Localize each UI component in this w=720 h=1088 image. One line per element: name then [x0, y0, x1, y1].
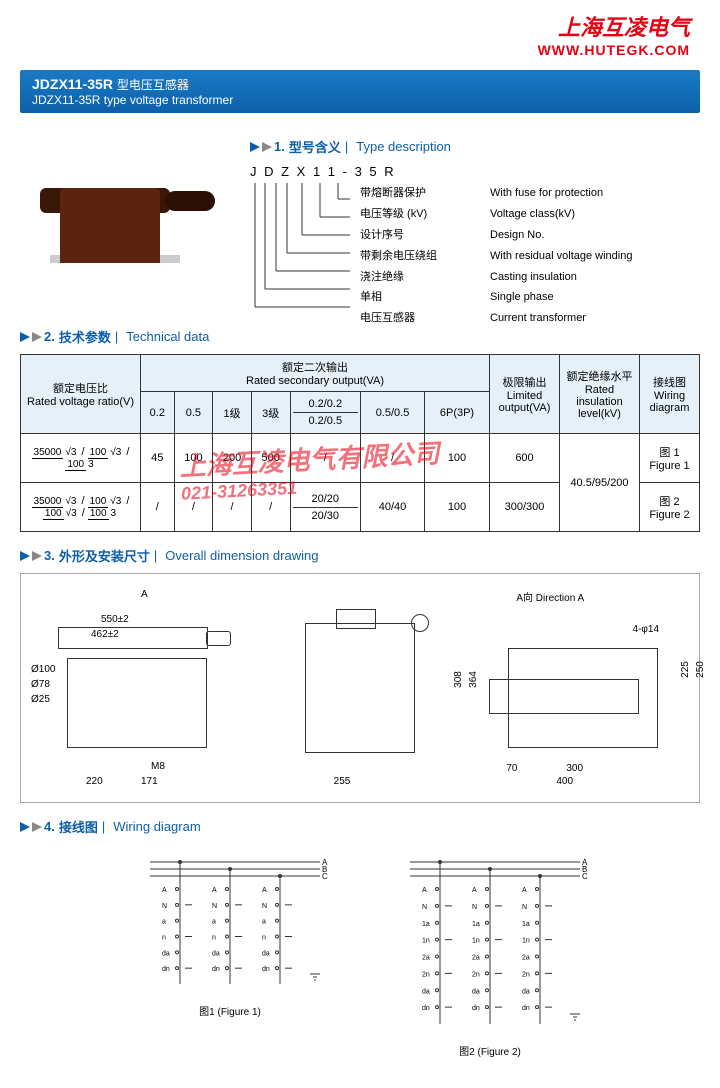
- brand-url: WWW.HUTEGK.COM: [538, 42, 690, 58]
- brand-name: 上海互凌电气: [538, 10, 690, 42]
- svg-text:N: N: [212, 903, 217, 910]
- svg-text:a: a: [262, 919, 266, 926]
- title-cn-suffix: 型电压互感器: [117, 78, 189, 92]
- brand-block: 上海互凌电气 WWW.HUTEGK.COM: [538, 10, 690, 58]
- section-4-heading: 4. 接线图 | Wiring diagram: [20, 817, 700, 836]
- svg-text:dn: dn: [212, 966, 220, 973]
- svg-text:1n: 1n: [422, 938, 430, 945]
- svg-text:a: a: [162, 919, 166, 926]
- svg-text:1n: 1n: [522, 938, 530, 945]
- svg-text:dn: dn: [472, 1005, 480, 1012]
- svg-text:C: C: [582, 872, 588, 881]
- product-image: [20, 123, 220, 273]
- figure-2-label: 图2 (Figure 2): [390, 1043, 590, 1058]
- title-bar: JDZX11-35R 型电压互感器 JDZX11-35R type voltag…: [20, 70, 700, 113]
- svg-text:A: A: [422, 887, 427, 894]
- svg-text:N: N: [422, 904, 427, 911]
- svg-text:n: n: [212, 935, 216, 942]
- technical-data-table: 额定电压比Rated voltage ratio(V) 额定二次输出Rated …: [20, 354, 700, 532]
- svg-text:dn: dn: [262, 966, 270, 973]
- svg-text:2a: 2a: [472, 955, 480, 962]
- type-model-code: J D Z X 1 1 - 3 5 R: [250, 164, 700, 179]
- title-model: JDZX11-35R: [32, 76, 113, 92]
- svg-text:n: n: [262, 935, 266, 942]
- svg-text:da: da: [262, 950, 270, 957]
- svg-text:da: da: [472, 988, 480, 995]
- svg-text:C: C: [322, 872, 328, 881]
- svg-text:da: da: [422, 988, 430, 995]
- dimension-drawing: A 550±2 462±2 Ø100 Ø78 Ø25 M8 220 171 25…: [20, 573, 700, 803]
- svg-text:dn: dn: [162, 966, 170, 973]
- wiring-diagrams: ABCAAANNNaaannndadadadndndn 图1 (Figure 1…: [20, 844, 700, 1068]
- svg-text:da: da: [522, 988, 530, 995]
- svg-text:2a: 2a: [522, 955, 530, 962]
- svg-text:2n: 2n: [522, 971, 530, 978]
- svg-text:da: da: [162, 950, 170, 957]
- svg-text:N: N: [162, 903, 167, 910]
- svg-text:dn: dn: [422, 1005, 430, 1012]
- svg-text:1n: 1n: [472, 938, 480, 945]
- svg-text:A: A: [262, 887, 267, 894]
- svg-text:A: A: [522, 887, 527, 894]
- section-2-heading: 2. 技术参数 | Technical data: [20, 327, 700, 346]
- figure-1-label: 图1 (Figure 1): [130, 1003, 330, 1018]
- svg-text:1a: 1a: [522, 921, 530, 928]
- svg-text:A: A: [472, 887, 477, 894]
- svg-text:1a: 1a: [472, 921, 480, 928]
- svg-text:a: a: [212, 919, 216, 926]
- svg-text:2n: 2n: [472, 971, 480, 978]
- svg-text:n: n: [162, 935, 166, 942]
- svg-text:A: A: [212, 887, 217, 894]
- section-1-heading: 1. 型号含义 | Type description: [250, 137, 700, 156]
- svg-text:2n: 2n: [422, 971, 430, 978]
- svg-text:2a: 2a: [422, 955, 430, 962]
- svg-text:N: N: [522, 904, 527, 911]
- svg-text:N: N: [472, 904, 477, 911]
- type-description-tree: 带熔断器保护With fuse for protection电压等级 (kV)V…: [250, 183, 700, 313]
- svg-text:A: A: [162, 887, 167, 894]
- title-en: JDZX11-35R type voltage transformer: [32, 93, 688, 107]
- svg-text:da: da: [212, 950, 220, 957]
- svg-text:dn: dn: [522, 1005, 530, 1012]
- svg-text:1a: 1a: [422, 921, 430, 928]
- section-3-heading: 3. 外形及安装尺寸 | Overall dimension drawing: [20, 546, 700, 565]
- svg-text:N: N: [262, 903, 267, 910]
